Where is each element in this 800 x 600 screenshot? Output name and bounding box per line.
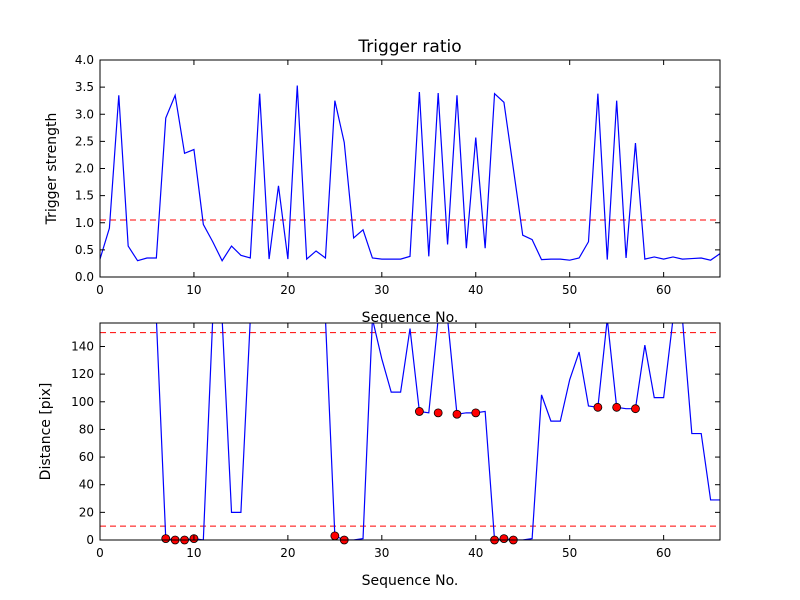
top-x-tick-label: 0 [96,283,104,297]
top-x-tick-label: 20 [280,283,295,297]
bottom-y-tick-label: 60 [79,450,94,464]
top-y-tick-label: 0.5 [75,243,94,257]
bottom-y-tick-label: 80 [79,422,94,436]
top-x-axis-label: Sequence No. [362,310,459,326]
bottom-x-tick-label: 40 [468,546,483,560]
bottom-x-tick-label: 50 [562,546,577,560]
top-plot-content [100,85,720,262]
bottom-plot-background [100,323,720,540]
bottom-data-marker [499,534,509,544]
bottom-plot-area: 0 10 20 30 40 50 60 0 20 40 60 80 100 120 140 Sequence … [38,322,721,589]
bottom-data-marker [612,402,622,412]
bottom-y-tick-label: 120 [71,367,94,381]
top-y-tick-label: 3.0 [75,107,94,121]
bottom-x-tick-label: 10 [186,546,201,560]
bottom-data-marker [161,534,171,544]
bottom-plot-frame [99,322,721,541]
bottom-data-marker [433,408,443,418]
bottom-x-tick-label: 0 [96,546,104,560]
bottom-data-marker [471,408,481,418]
top-x-tick-label: 10 [186,283,201,297]
top-plot-area: 0 10 20 30 40 50 60 0.0 0.5 1.0 1.5 2.0 2.5 3.0 3.5 4.0… [44,37,721,326]
bottom-x-axis-label: Sequence No. [362,573,459,589]
bottom-data-marker [330,531,340,541]
bottom-y-tick-label: 140 [71,339,94,353]
bottom-data-marker [452,409,462,419]
top-y-tick-label: 2.5 [75,134,94,148]
top-y-tick-label: 4.0 [75,53,94,67]
top-x-tick-label: 30 [374,283,389,297]
bottom-x-tick-label: 20 [280,546,295,560]
top-x-tick-label: 40 [468,283,483,297]
top-y-tick-label: 1.0 [75,216,94,230]
bottom-x-tick-label: 60 [656,546,671,560]
top-plot-background [100,60,720,277]
top-y-tick-label: 1.5 [75,189,94,203]
top-x-tick-label: 60 [656,283,671,297]
bottom-data-marker [593,402,603,412]
bottom-x-tick-label: 30 [374,546,389,560]
top-chart-title: Trigger ratio [357,37,461,57]
bottom-y-tick-label: 100 [71,395,94,409]
top-y-tick-label: 0.0 [75,270,94,284]
top-y-axis-label: Trigger strength [44,113,60,226]
top-y-tick-label: 3.5 [75,80,94,94]
bottom-y-axis-label: Distance [pix] [38,383,54,481]
bottom-y-tick-label: 20 [79,505,94,519]
top-y-tick-label: 2.0 [75,162,94,176]
top-series-line-0 [100,85,720,262]
top-x-tick-label: 50 [562,283,577,297]
bottom-y-tick-label: 0 [86,533,94,547]
bottom-data-marker [414,407,424,416]
bottom-y-tick-label: 40 [79,478,94,492]
bottom-data-marker [631,404,640,414]
